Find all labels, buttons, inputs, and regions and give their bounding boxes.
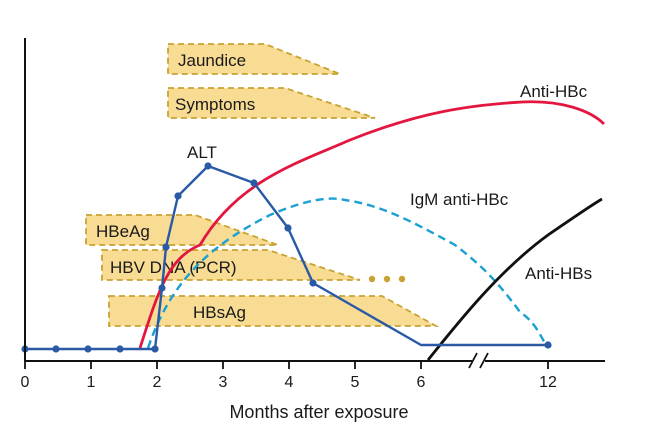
axis-break-mark	[468, 352, 478, 369]
x-tick-label: 1	[87, 374, 96, 391]
x-axis-title: Months after exposure	[229, 402, 408, 422]
band-jaundice: Jaundice	[167, 43, 341, 75]
alt-point	[116, 345, 124, 353]
alt-point	[84, 345, 92, 353]
x-tick-label: 2	[153, 374, 162, 391]
alt-point	[162, 243, 170, 251]
band-hbeag-label: HBeAg	[96, 222, 150, 241]
alt-point	[158, 284, 166, 292]
continuation-dot	[383, 275, 391, 283]
alt-label: ALT	[187, 143, 217, 162]
alt-curve	[21, 162, 552, 353]
band-symptoms: Symptoms	[167, 87, 376, 119]
anti-hbs-label: Anti-HBs	[525, 264, 592, 283]
igm-anti-hbc-curve	[146, 197, 548, 349]
x-tick-label: 12	[539, 374, 557, 391]
alt-point	[52, 345, 60, 353]
alt-point	[151, 345, 159, 353]
anti-hbc-label: Anti-HBc	[520, 82, 588, 101]
alt-point	[250, 179, 258, 187]
band-hbv-dna: HBV DNA (PCR)	[101, 249, 406, 283]
x-tick-label: 6	[417, 374, 426, 391]
x-tick-label: 4	[285, 374, 294, 391]
anti-hbc-curve	[138, 100, 605, 349]
igm-anti-hbc-label: IgM anti-HBc	[410, 190, 509, 209]
continuation-dot	[398, 275, 406, 283]
alt-point	[204, 162, 212, 170]
x-ticks: 0 1 2 3 4 5 6 12	[21, 361, 557, 391]
alt-point	[544, 341, 552, 349]
band-symptoms-label: Symptoms	[175, 95, 255, 114]
continuation-dot	[368, 275, 376, 283]
anti-hbs-curve	[426, 197, 603, 361]
x-tick-label: 0	[21, 374, 30, 391]
band-jaundice-label: Jaundice	[178, 51, 246, 70]
band-hbeag: HBeAg	[85, 214, 279, 246]
alt-point	[309, 279, 317, 287]
band-hbsag-label: HBsAg	[193, 303, 246, 322]
alt-point	[284, 224, 292, 232]
axis-break-mark	[479, 352, 489, 369]
alt-point	[174, 192, 182, 200]
x-tick-label: 5	[351, 374, 360, 391]
band-hbsag: HBsAg	[108, 295, 440, 327]
x-tick-label: 3	[219, 374, 228, 391]
